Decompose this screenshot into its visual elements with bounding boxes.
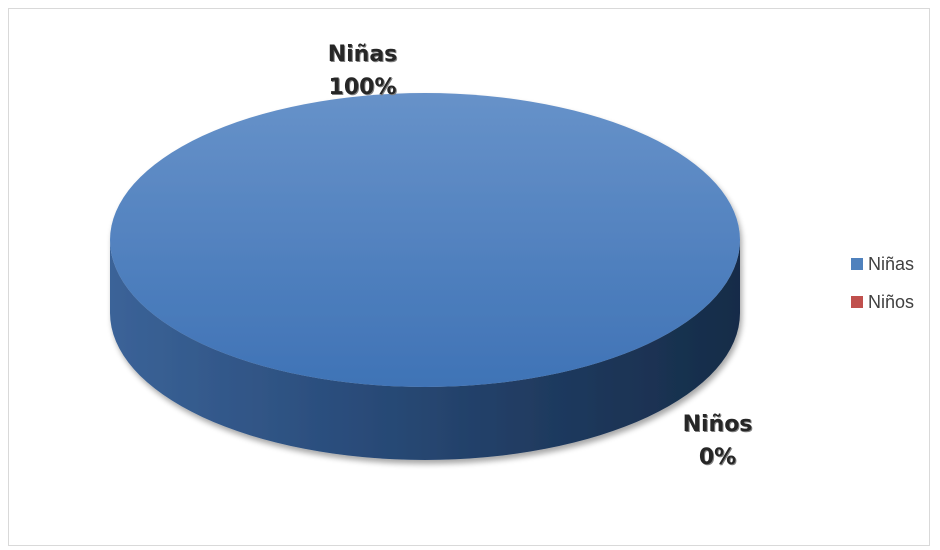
pie-slice-ninas [110,93,740,387]
data-label-ninas-value: 100% [328,75,397,100]
pie-slice-ninas-side [110,240,740,460]
legend: Niñas Niños [851,245,914,321]
legend-swatch-ninas [851,258,863,270]
data-label-ninos-name: Niños [682,412,753,437]
legend-label-ninos: Niños [868,291,915,312]
data-label-ninas: Niñas 100% [300,38,425,104]
legend-swatch-ninos [851,296,863,308]
data-label-ninas-name: Niñas [327,42,398,67]
legend-item-ninas: Niñas [851,245,914,283]
legend-item-ninos: Niños [851,283,914,321]
data-label-ninos: Niños 0% [655,408,780,474]
legend-label-ninas: Niñas [868,253,915,274]
data-label-ninos-value: 0% [698,445,737,470]
